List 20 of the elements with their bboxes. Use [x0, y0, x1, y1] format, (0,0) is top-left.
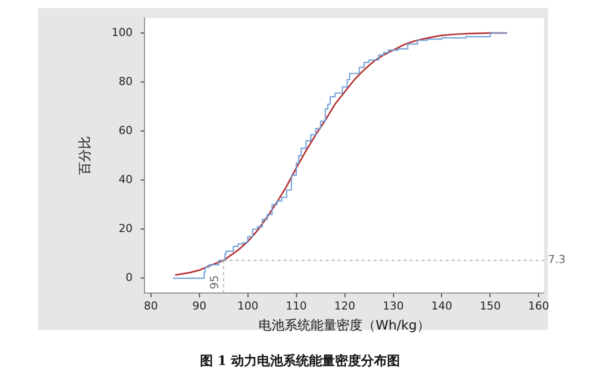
y-tick-label: 60 — [118, 124, 133, 137]
y-axis-title: 百分比 — [78, 136, 94, 176]
y-tick-label: 80 — [118, 74, 133, 88]
x-tick-label: 90 — [192, 300, 206, 313]
x-tick-label: 130 — [382, 300, 404, 313]
x-tick-label: 150 — [480, 300, 501, 313]
caption: 图 1 动力电池系统能量密度分布图 — [198, 352, 402, 370]
y-tick-label: 100 — [112, 26, 133, 39]
x-tick-label: 80 — [144, 300, 158, 313]
x-axis-title: 电池系统能量密度（Wh/kg） — [258, 318, 430, 334]
ref-line-label: 7.3 — [548, 253, 566, 266]
x-tick-label: 110 — [286, 300, 307, 313]
x-tick-label: 100 — [237, 300, 258, 313]
x-tick-label: 140 — [431, 300, 452, 313]
x-tick-label: 160 — [528, 300, 550, 313]
ref-line-label: 95 — [208, 275, 221, 290]
y-tick-label: 40 — [118, 172, 133, 186]
y-tick-label: 20 — [118, 222, 133, 236]
y-tick-label: 0 — [126, 271, 133, 284]
x-tick-label: 120 — [334, 300, 356, 313]
